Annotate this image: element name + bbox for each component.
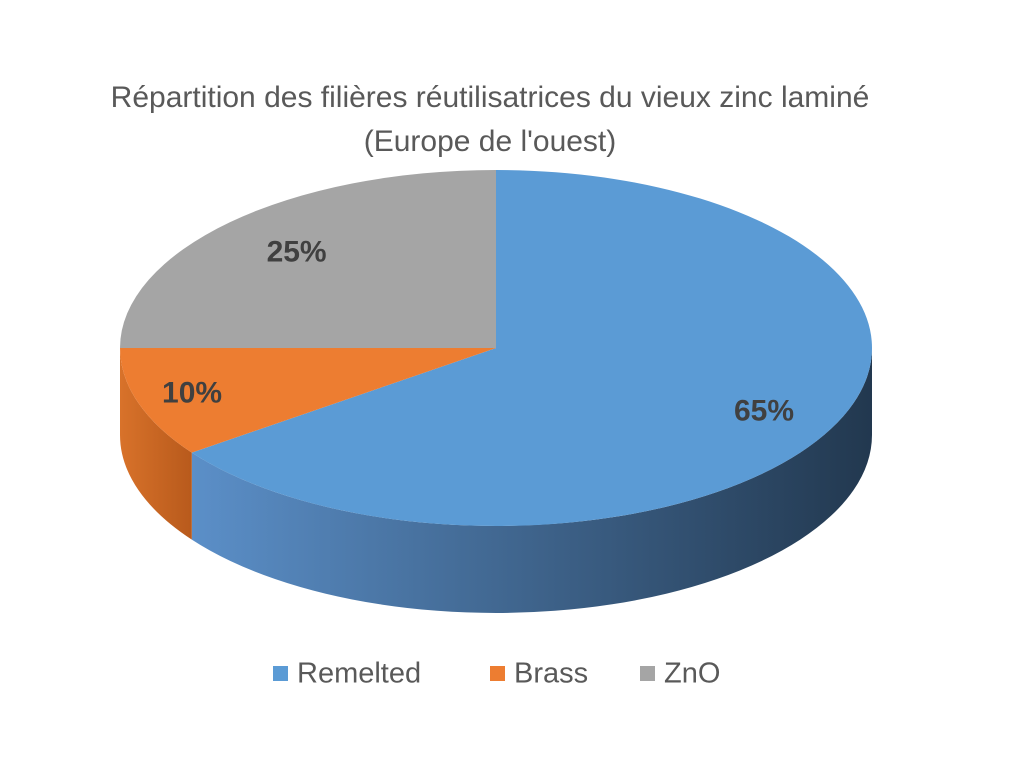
data-label: 10% [162, 377, 222, 410]
slice-side [119, 348, 192, 540]
data-label: 65% [734, 395, 794, 428]
legend-swatch [640, 666, 655, 681]
slice-side [191, 348, 872, 613]
legend-swatch [273, 666, 288, 681]
legend-label: Brass [514, 658, 588, 690]
chart-title: Répartition des filières réutilisatrices… [110, 81, 870, 158]
legend-label: ZnO [664, 658, 720, 690]
legend-swatch [490, 666, 505, 681]
slice [120, 170, 496, 348]
slice [191, 170, 872, 526]
slice [119, 348, 496, 453]
legend-label: Remelted [297, 658, 421, 690]
data-label: 25% [267, 236, 327, 269]
